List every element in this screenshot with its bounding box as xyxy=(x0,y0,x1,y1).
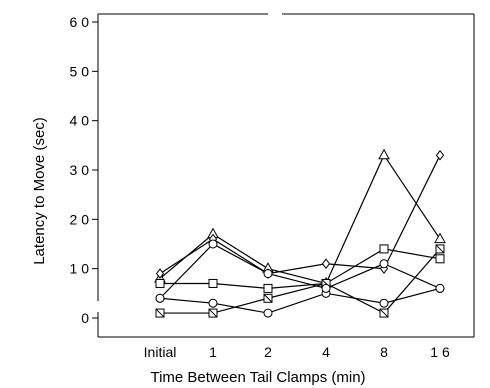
x-axis-ticks: Initial 1 2 4 8 1 6 xyxy=(144,344,450,360)
circle-marker xyxy=(263,308,273,318)
x-tick-label: 4 xyxy=(322,344,330,360)
x-axis-title: Time Between Tail Clamps (min) xyxy=(150,369,365,386)
diamond-marker xyxy=(155,268,165,279)
slashed-square-slash xyxy=(155,308,165,318)
triangle-marker xyxy=(378,148,390,160)
circle-marker xyxy=(208,239,218,249)
slashed-square-slash xyxy=(208,308,218,318)
series-markers xyxy=(154,148,446,318)
x-tick-label: 8 xyxy=(380,344,388,360)
circle-marker xyxy=(263,269,273,279)
y-axis-ticks: 0 1 0 2 0 3 0 4 0 5 0 6 0 xyxy=(70,14,98,326)
slashed-square-marker xyxy=(263,293,273,303)
series-line xyxy=(160,248,441,314)
series-line xyxy=(159,154,441,275)
x-tick-label: 1 6 xyxy=(430,344,450,360)
x-tick-label: 2 xyxy=(264,344,272,360)
y-axis-title: Latency to Move (sec) xyxy=(31,117,48,265)
square-marker xyxy=(263,283,273,293)
triangle-marker xyxy=(434,232,446,244)
slashed-square-marker xyxy=(379,308,389,318)
x-tick-label: 1 xyxy=(209,344,217,360)
series-line xyxy=(159,243,441,299)
circle-marker xyxy=(208,298,218,308)
circle-marker xyxy=(379,259,389,269)
slashed-square-slash xyxy=(263,293,273,303)
series-lines xyxy=(159,153,441,314)
plot-frame xyxy=(97,13,475,338)
y-tick-label: 4 0 xyxy=(70,113,90,129)
square-marker xyxy=(208,278,218,288)
y-tick-label: 6 0 xyxy=(70,14,90,30)
y-tick-label: 0 xyxy=(81,310,89,326)
x-tick-label: Initial xyxy=(144,344,177,360)
diamond-marker xyxy=(435,149,445,161)
circle-marker xyxy=(155,293,165,303)
slashed-square-slash xyxy=(435,244,445,254)
slashed-square-slash xyxy=(379,308,389,318)
square-marker xyxy=(435,254,445,264)
square-marker xyxy=(379,244,389,254)
slashed-square-marker xyxy=(208,308,218,318)
square-marker xyxy=(155,278,165,288)
circle-marker xyxy=(321,283,331,293)
series-line xyxy=(159,153,441,285)
series-line xyxy=(160,248,441,290)
y-tick-label: 2 0 xyxy=(70,211,90,227)
y-tick-label: 5 0 xyxy=(70,63,90,79)
circle-marker xyxy=(379,298,389,308)
y-tick-label: 3 0 xyxy=(70,162,90,178)
slashed-square-marker xyxy=(155,308,165,318)
circle-marker xyxy=(435,283,445,293)
slashed-square-marker xyxy=(435,244,445,254)
series-line xyxy=(159,287,441,314)
diamond-marker xyxy=(321,258,331,270)
y-tick-label: 1 0 xyxy=(70,261,90,277)
